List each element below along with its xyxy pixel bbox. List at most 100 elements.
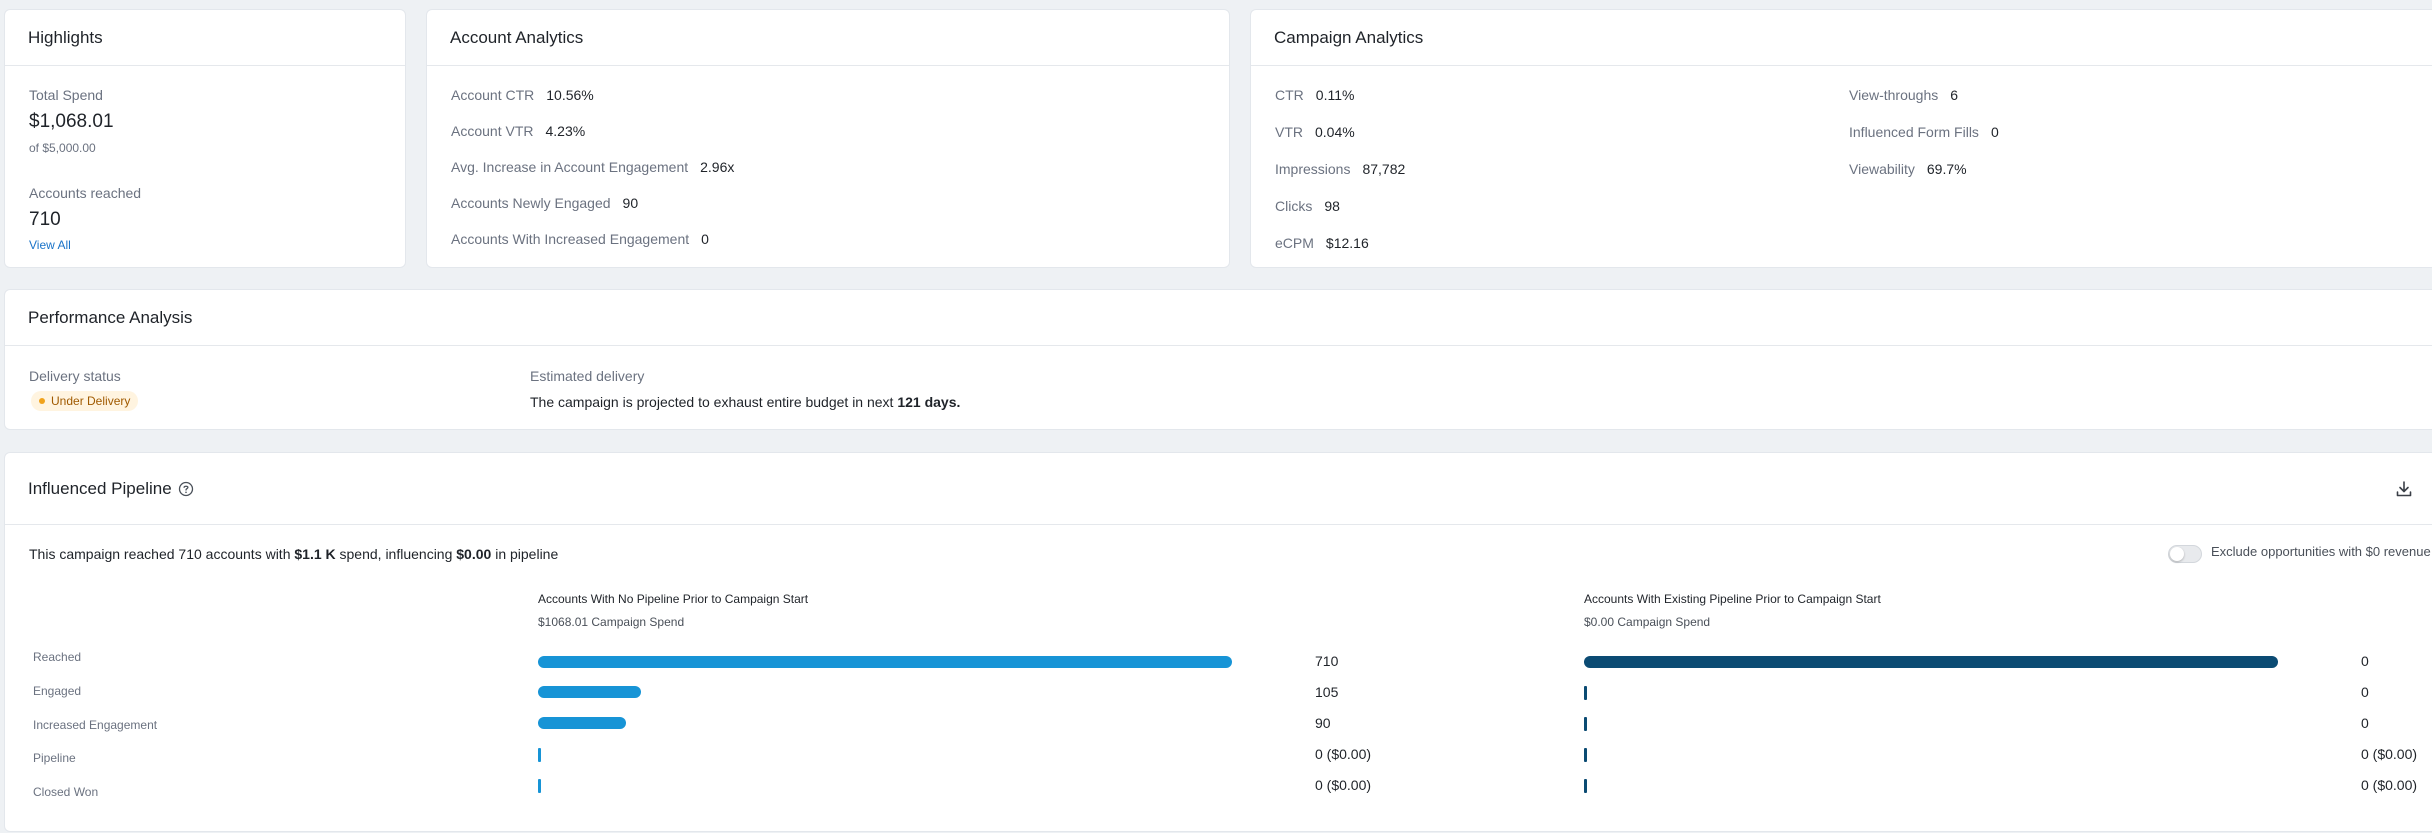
right-bar-closed-won — [1584, 779, 1587, 793]
performance-header: Performance Analysis — [5, 290, 2432, 346]
left-value-engaged: 105 — [1315, 684, 1339, 700]
campaign-analytics-header: Campaign Analytics — [1251, 10, 2432, 66]
delivery-status-value: Under Delivery — [51, 394, 131, 408]
estimated-days: 121 days. — [897, 394, 961, 410]
left-bar-increased-engagement — [538, 717, 626, 729]
metric-value: 2.96x — [700, 159, 735, 175]
metric-value: 87,782 — [1362, 161, 1406, 177]
right-value-reached: 0 — [2361, 653, 2369, 669]
left-bar-engaged — [538, 686, 641, 698]
accounts-increased-engagement-metric: Accounts With Increased Engagement 0 — [451, 231, 709, 247]
total-spend-label: Total Spend — [29, 87, 103, 103]
status-dot-icon — [39, 398, 45, 404]
delivery-status-badge: Under Delivery — [31, 391, 139, 411]
account-analytics-header: Account Analytics — [427, 10, 1229, 66]
left-column-header: Accounts With No Pipeline Prior to Campa… — [538, 592, 809, 606]
delivery-status-label: Delivery status — [29, 368, 121, 384]
performance-title: Performance Analysis — [28, 307, 193, 327]
left-value-reached: 710 — [1315, 653, 1339, 669]
budget-text: of $5,000.00 — [29, 141, 96, 155]
left-bar-pipeline — [538, 748, 541, 762]
metric-value: $12.16 — [1325, 235, 1369, 251]
left-bar-closed-won — [538, 779, 541, 793]
metric-label: Impressions — [1275, 161, 1351, 177]
metric-value: 0.04% — [1315, 124, 1355, 140]
account-analytics-title: Account Analytics — [450, 27, 584, 47]
row-label-pipeline: Pipeline — [33, 751, 76, 765]
right-value-pipeline: 0 ($0.00) — [2361, 746, 2418, 762]
pipeline-header: Influenced Pipeline — [5, 453, 2432, 525]
metric-value: 10.56% — [546, 87, 594, 103]
right-value-closed-won: 0 ($0.00) — [2361, 777, 2418, 793]
pipeline-summary: This campaign reached 710 accounts with … — [29, 546, 558, 562]
left-column-spend: $1068.01 Campaign Spend — [538, 615, 685, 629]
influenced-pipeline-card: Influenced Pipeline This campaign reache… — [4, 452, 2432, 832]
right-bar-engaged — [1584, 686, 1587, 700]
left-value-closed-won: 0 ($0.00) — [1315, 777, 1372, 793]
right-column-spend: $0.00 Campaign Spend — [1584, 615, 1711, 629]
right-bar-pipeline — [1584, 748, 1587, 762]
view-throughs-metric: View-throughs 6 — [1849, 87, 1958, 103]
performance-analysis-card: Performance Analysis Delivery status Und… — [4, 289, 2432, 430]
metric-label: eCPM — [1275, 235, 1314, 251]
row-label-increased-engagement: Increased Engagement — [33, 718, 158, 732]
campaign-analytics-card: Campaign Analytics CTR 0.11% VTR 0.04% I… — [1250, 9, 2432, 268]
download-icon[interactable] — [2394, 479, 2414, 499]
right-bar-increased-engagement — [1584, 717, 1587, 731]
estimated-delivery-text: The campaign is projected to exhaust ent… — [530, 394, 960, 410]
metric-label: Avg. Increase in Account Engagement — [451, 159, 689, 175]
right-bar-reached — [1584, 656, 2278, 668]
left-bar-reached — [538, 656, 1232, 668]
viewability-metric: Viewability 69.7% — [1849, 161, 1967, 177]
right-value-increased-engagement: 0 — [2361, 715, 2369, 731]
row-label-closed-won: Closed Won — [33, 785, 99, 799]
metric-value: 0 — [1990, 124, 1999, 140]
row-label-engaged: Engaged — [33, 684, 82, 698]
avg-increase-engagement-metric: Avg. Increase in Account Engagement 2.96… — [451, 159, 734, 175]
metric-value: 0 — [701, 231, 709, 247]
row-label-reached: Reached — [33, 650, 82, 664]
accounts-reached-label: Accounts reached — [29, 185, 142, 201]
impressions-metric: Impressions 87,782 — [1275, 161, 1405, 177]
metric-label: Influenced Form Fills — [1849, 124, 1979, 140]
view-all-link[interactable]: View All — [29, 238, 71, 252]
account-ctr-metric: Account CTR 10.56% — [451, 87, 594, 103]
total-spend-value: $1,068.01 — [29, 111, 114, 132]
metric-value: 0.11% — [1315, 87, 1355, 103]
pipeline-title: Influenced Pipeline — [28, 478, 172, 498]
estimated-delivery-label: Estimated delivery — [530, 368, 645, 384]
clicks-metric: Clicks 98 — [1275, 198, 1340, 214]
summary-spend: $1.1 K — [294, 546, 336, 562]
metric-value: 90 — [622, 195, 639, 211]
right-column-header: Accounts With Existing Pipeline Prior to… — [1584, 592, 1881, 606]
metric-label: Account CTR — [451, 87, 535, 103]
influenced-form-fills-metric: Influenced Form Fills 0 — [1849, 124, 1999, 140]
accounts-reached-value: 710 — [29, 209, 61, 230]
account-analytics-card: Account Analytics Account CTR 10.56% Acc… — [426, 9, 1230, 268]
metric-label: Viewability — [1849, 161, 1915, 177]
metric-value: 69.7% — [1926, 161, 1967, 177]
summary-text: This campaign reached 710 accounts with — [29, 546, 295, 562]
ctr-metric: CTR 0.11% — [1275, 87, 1354, 103]
highlights-title: Highlights — [28, 27, 103, 47]
summary-text: spend, influencing — [335, 546, 457, 562]
metric-label: CTR — [1275, 87, 1304, 103]
exclude-zero-revenue-toggle[interactable] — [2168, 545, 2202, 563]
left-value-pipeline: 0 ($0.00) — [1315, 746, 1372, 762]
help-circle-icon[interactable] — [178, 481, 194, 497]
metric-value: 98 — [1324, 198, 1340, 214]
highlights-card: Highlights Total Spend $1,068.01 of $5,0… — [4, 9, 406, 268]
metric-label: Clicks — [1275, 198, 1313, 214]
summary-pipeline: $0.00 — [456, 546, 492, 562]
left-value-increased-engagement: 90 — [1315, 715, 1331, 731]
campaign-analytics-title: Campaign Analytics — [1274, 27, 1424, 47]
metric-value: 4.23% — [545, 123, 586, 139]
metric-label: View-throughs — [1849, 87, 1939, 103]
exclude-zero-revenue-label: Exclude opportunities with $0 revenue — [2211, 544, 2431, 559]
estimated-text: The campaign is projected to exhaust ent… — [530, 394, 898, 410]
right-value-engaged: 0 — [2361, 684, 2369, 700]
account-vtr-metric: Account VTR 4.23% — [451, 123, 585, 139]
metric-value: 6 — [1950, 87, 1959, 103]
summary-text: in pipeline — [491, 546, 559, 562]
metric-label: Accounts Newly Engaged — [451, 195, 611, 211]
